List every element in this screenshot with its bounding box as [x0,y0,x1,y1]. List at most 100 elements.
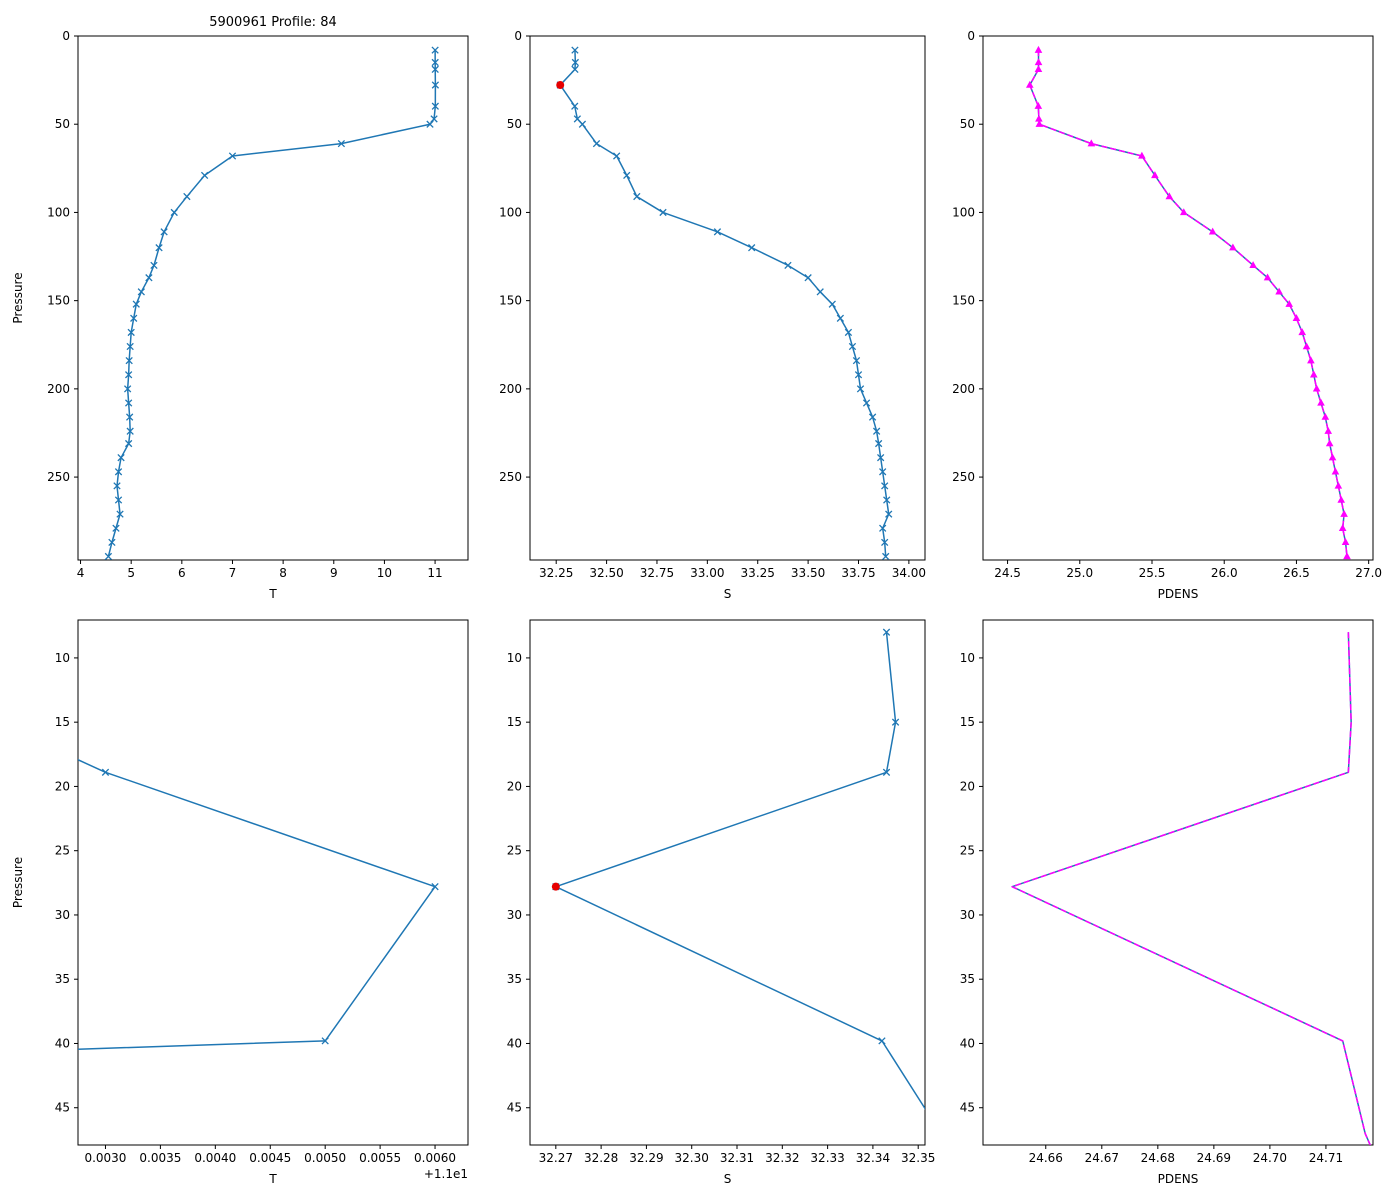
svg-text:20: 20 [960,779,975,793]
svg-text:5: 5 [127,566,135,580]
svg-text:S: S [724,1172,732,1186]
svg-text:150: 150 [499,294,522,308]
svg-text:24.70: 24.70 [1253,1151,1287,1165]
svg-text:0.0030: 0.0030 [84,1151,126,1165]
svg-text:33.25: 33.25 [741,566,775,580]
svg-text:250: 250 [952,470,975,484]
svg-text:32.33: 32.33 [810,1151,844,1165]
svg-text:100: 100 [47,205,70,219]
svg-text:150: 150 [952,294,975,308]
svg-text:25: 25 [960,844,975,858]
svg-text:100: 100 [952,205,975,219]
svg-text:0.0045: 0.0045 [249,1151,291,1165]
svg-text:32.75: 32.75 [640,566,674,580]
svg-text:50: 50 [55,117,70,131]
svg-text:24.67: 24.67 [1085,1151,1119,1165]
svg-text:32.27: 32.27 [539,1151,573,1165]
svg-text:32.30: 32.30 [675,1151,709,1165]
svg-text:0.0035: 0.0035 [139,1151,181,1165]
svg-text:150: 150 [47,294,70,308]
svg-text:10: 10 [377,566,392,580]
svg-text:0.0040: 0.0040 [194,1151,236,1165]
svg-text:26.5: 26.5 [1283,566,1310,580]
svg-text:32.28: 32.28 [584,1151,618,1165]
svg-text:15: 15 [507,715,522,729]
svg-text:0.0050: 0.0050 [304,1151,346,1165]
svg-text:0.0060: 0.0060 [414,1151,456,1165]
plot-pdens-profile: 24.5 25.0 25.5 26.0 26.5 27.0 0 50 100 150 200 250 P… [952,29,1382,601]
svg-text:9: 9 [330,566,338,580]
svg-text:24.69: 24.69 [1197,1151,1231,1165]
svg-text:34.00: 34.00 [892,566,926,580]
svg-text:0: 0 [967,29,975,43]
svg-text:250: 250 [499,470,522,484]
svg-text:200: 200 [499,382,522,396]
svg-text:20: 20 [55,779,70,793]
svg-text:PDENS: PDENS [1158,587,1199,601]
svg-text:32.34: 32.34 [856,1151,890,1165]
svg-text:32.32: 32.32 [765,1151,799,1165]
svg-text:50: 50 [507,117,522,131]
svg-text:32.35: 32.35 [901,1151,935,1165]
plot-temperature-zoom: 0.0030 0.0035 0.0040 0.0045 0.0050 0.0055 0.00… [11,619,469,1186]
svg-text:40: 40 [507,1036,522,1050]
svg-text:33.75: 33.75 [841,566,875,580]
svg-text:33.00: 33.00 [690,566,724,580]
svg-text:Pressure: Pressure [11,272,25,323]
svg-text:35: 35 [507,972,522,986]
svg-text:100: 100 [499,205,522,219]
svg-text:0.0055: 0.0055 [359,1151,401,1165]
svg-text:25: 25 [55,844,70,858]
plot-temperature-profile: 4 5 6 7 8 9 10 11 0 50 100 150 200 250 T Pressure 590096… [11,15,469,601]
svg-text:25.0: 25.0 [1066,566,1093,580]
svg-text:8: 8 [279,566,287,580]
svg-text:S: S [724,587,732,601]
svg-text:0: 0 [514,29,522,43]
svg-text:15: 15 [55,715,70,729]
svg-text:24.66: 24.66 [1029,1151,1063,1165]
svg-text:10: 10 [507,651,522,665]
svg-text:10: 10 [55,651,70,665]
svg-text:+1.1e1: +1.1e1 [424,1167,468,1181]
svg-text:35: 35 [960,972,975,986]
svg-text:30: 30 [507,908,522,922]
svg-text:4: 4 [77,566,85,580]
svg-text:45: 45 [507,1101,522,1115]
svg-text:25.5: 25.5 [1139,566,1166,580]
svg-text:15: 15 [960,715,975,729]
svg-text:200: 200 [47,382,70,396]
svg-text:T: T [268,1172,277,1186]
plot-salinity-zoom: 32.27 32.28 32.29 32.30 32.31 32.32 32.33 32.34… [507,619,935,1186]
svg-text:40: 40 [55,1036,70,1050]
svg-text:32.25: 32.25 [539,566,573,580]
plot-salinity-profile: 32.25 32.50 32.75 33.00 33.25 33.50 33.75 34.00… [499,29,926,601]
svg-text:32.29: 32.29 [629,1151,663,1165]
svg-text:7: 7 [229,566,237,580]
svg-text:30: 30 [960,908,975,922]
svg-text:26.0: 26.0 [1211,566,1238,580]
svg-text:45: 45 [960,1101,975,1115]
svg-text:32.50: 32.50 [589,566,623,580]
svg-text:250: 250 [47,470,70,484]
plot-pdens-zoom: 24.66 24.67 24.68 24.69 24.70 24.71 10 15 20 25 30… [960,619,1374,1186]
svg-text:200: 200 [952,382,975,396]
svg-text:32.31: 32.31 [720,1151,754,1165]
svg-text:45: 45 [55,1101,70,1115]
svg-text:50: 50 [960,117,975,131]
svg-text:25: 25 [507,844,522,858]
svg-text:40: 40 [960,1036,975,1050]
svg-text:30: 30 [55,908,70,922]
svg-text:PDENS: PDENS [1158,1172,1199,1186]
svg-text:27.0: 27.0 [1355,566,1382,580]
svg-text:6: 6 [178,566,186,580]
svg-text:11: 11 [427,566,442,580]
svg-text:33.50: 33.50 [791,566,825,580]
svg-text:24.71: 24.71 [1309,1151,1343,1165]
svg-text:24.5: 24.5 [994,566,1021,580]
svg-text:35: 35 [55,972,70,986]
svg-text:10: 10 [960,651,975,665]
svg-text:5900961 Profile: 84: 5900961 Profile: 84 [209,15,337,30]
svg-text:20: 20 [507,779,522,793]
svg-text:0: 0 [62,29,70,43]
svg-text:Pressure: Pressure [11,857,25,908]
